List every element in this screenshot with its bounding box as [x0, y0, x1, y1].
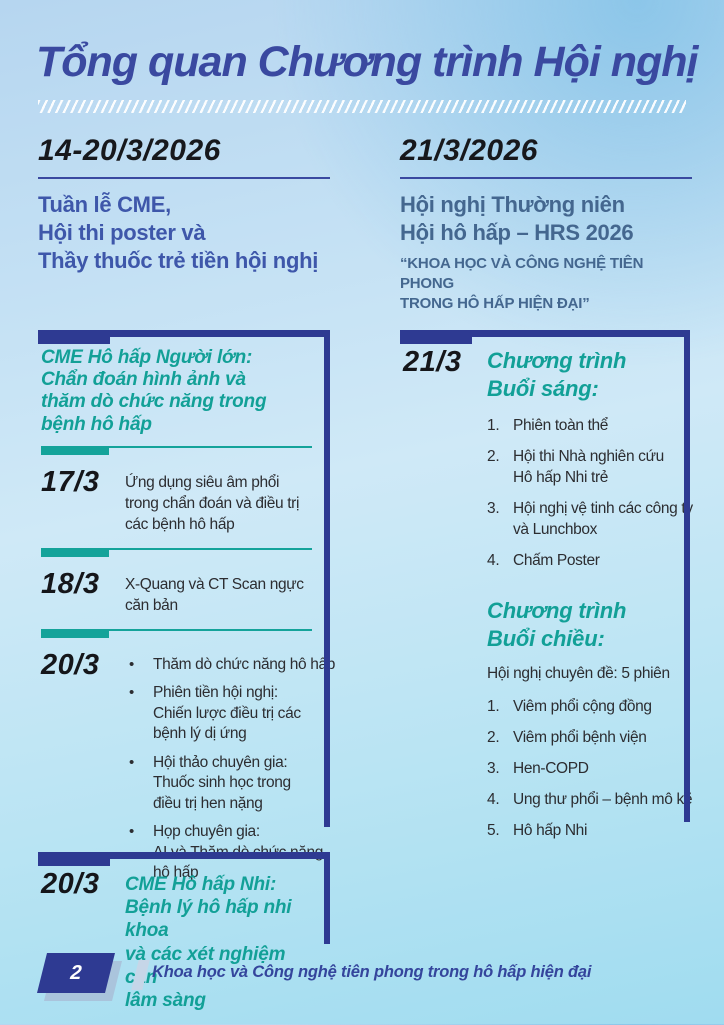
numbered-item: 4. Chấm Poster [487, 550, 693, 571]
page-number: 2 [67, 961, 85, 984]
pre-conference-subtitle: Tuần lễ CME, Hội thi poster và Thầy thuốc … [38, 192, 319, 274]
item-number: 2. [487, 728, 500, 746]
item-number: 3. [487, 499, 500, 517]
schedule-row: 20/3 • Thăm dò chức năng hô hấp • Phiên … [41, 648, 335, 892]
bullet-text: Thăm dò chức năng hô hấp [153, 655, 336, 673]
pre-conference-header: 14-20/3/2026 Tuần lễ CME, Hội thi poster … [38, 134, 330, 275]
schedule-row: 21/3 Chương trình Buổi sáng: 1. Phiên toà… [403, 346, 693, 851]
box-corner-step [38, 337, 110, 344]
row-date: 20/3 [41, 868, 100, 900]
bullet-text: Phiên tiền hội nghị: Chiến lược điều trị … [153, 684, 301, 743]
bullet-dot: • [129, 753, 135, 771]
conference-day-box: 21/3 Chương trình Buổi sáng: 1. Phiên toà… [400, 330, 693, 864]
bullet-item: • Phiên tiền hội nghị: Chiến lược điều tr… [125, 683, 335, 745]
conference-theme-quote: “KHOA HỌC VÀ CÔNG NGHỆ TIÊN PHONG TRONG H… [400, 255, 644, 312]
bullet-dot: • [129, 823, 135, 841]
item-text: Viêm phổi cộng đồng [513, 697, 652, 715]
item-text: Phiên toàn thể [513, 416, 609, 434]
annual-conference-subtitle: Hội nghị Thường niên Hội hô hấp – HRS 202… [400, 192, 634, 246]
numbered-item: 2. Viêm phổi bệnh viện [487, 727, 693, 748]
item-text: Chấm Poster [513, 551, 600, 569]
box-right-border [324, 330, 330, 827]
row-text: Ứng dụng siêu âm phổi trong chẩn đoán và … [125, 473, 300, 533]
box-corner-step [400, 337, 472, 344]
adult-cme-schedule-box: CME Hô hấp Người lớn: Chẩn đoán hình ảnh … [38, 330, 335, 905]
adult-cme-heading: CME Hô hấp Người lớn: Chẩn đoán hình ảnh … [41, 347, 267, 435]
hatch-stripes-decoration [38, 100, 686, 113]
item-text: Hô hấp Nhi [513, 821, 588, 839]
bullet-dot: • [129, 655, 135, 673]
teal-divider [41, 445, 316, 455]
numbered-item: 3. Hen-COPD [487, 758, 693, 779]
pediatric-cme-heading: CME Hô hấp Nhi: Bệnh lý hô hấp nhi khoa và… [125, 874, 292, 1011]
item-text: Ung thư phổi – bệnh mô kẽ [513, 790, 693, 808]
row-date: 18/3 [41, 567, 100, 600]
numbered-item: 2. Hội thi Nhà nghiên cứu Hô hấp Nhi trẻ [487, 446, 693, 488]
teal-divider [41, 547, 316, 557]
item-text: Hội nghị vệ tinh các công ty và Lunchbox [513, 499, 693, 538]
item-number: 1. [487, 697, 500, 715]
row-date: 20/3 [41, 648, 100, 681]
item-number: 3. [487, 759, 500, 777]
row-date: 17/3 [41, 465, 100, 498]
item-number: 5. [487, 821, 500, 839]
page-number-badge: 2 [37, 953, 115, 993]
annual-conference-header: 21/3/2026 Hội nghị Thường niên Hội hô hấp… [400, 134, 692, 314]
box-right-border [324, 852, 330, 944]
item-number: 4. [487, 551, 500, 569]
pediatric-cme-box: 20/3 CME Hô hấp Nhi: Bệnh lý hô hấp nhi k… [38, 852, 330, 1025]
afternoon-program-heading: Chương trình Buổi chiều: [487, 597, 627, 651]
annual-conference-date: 21/3/2026 [400, 134, 692, 179]
numbered-item: 5. Hô hấp Nhi [487, 820, 693, 841]
schedule-row: 20/3 CME Hô hấp Nhi: Bệnh lý hô hấp nhi k… [41, 869, 316, 1012]
box-right-border [684, 330, 690, 822]
numbered-item: 3. Hội nghị vệ tinh các công ty và Lunchb… [487, 498, 693, 540]
item-text: Hội thi Nhà nghiên cứu Hô hấp Nhi trẻ [513, 447, 664, 486]
row-text: X-Quang và CT Scan ngực căn bản [125, 575, 304, 614]
numbered-item: 1. Viêm phổi cộng đồng [487, 696, 693, 717]
bullet-item: • Hội thảo chuyên gia: Thuốc sinh học tro… [125, 753, 335, 815]
bullet-list: • Thăm dò chức năng hô hấp • Phiên tiền … [125, 650, 335, 892]
afternoon-program-intro: Hội nghị chuyên đề: 5 phiên [487, 664, 670, 682]
item-number: 4. [487, 790, 500, 808]
numbered-item: 1. Phiên toàn thể [487, 415, 693, 436]
bullet-text: Hội thảo chuyên gia: Thuốc sinh học trong… [153, 753, 291, 812]
item-number: 1. [487, 416, 500, 434]
afternoon-program-list: 1. Viêm phổi cộng đồng 2. Viêm phổi bệnh… [487, 696, 693, 841]
item-number: 2. [487, 447, 500, 465]
bullet-dot: • [129, 684, 135, 702]
teal-divider [41, 628, 316, 638]
box-corner-step [38, 859, 110, 866]
numbered-item: 4. Ung thư phổi – bệnh mô kẽ [487, 789, 693, 810]
page-title: Tổng quan Chương trình Hội nghị [36, 38, 698, 86]
schedule-row: 17/3 Ứng dụng siêu âm phổi trong chẩn đoá… [41, 467, 316, 535]
pre-conference-date-range: 14-20/3/2026 [38, 134, 330, 179]
day-program: Chương trình Buổi sáng: 1. Phiên toàn thể… [487, 347, 693, 851]
morning-program-list: 1. Phiên toàn thể 2. Hội thi Nhà nghiên … [487, 415, 693, 571]
row-date: 21/3 [403, 346, 462, 378]
footer-tagline: Khoa học và Công nghệ tiên phong trong h… [152, 963, 592, 981]
item-text: Hen-COPD [513, 759, 589, 777]
item-text: Viêm phổi bệnh viện [513, 728, 647, 746]
bullet-item: • Thăm dò chức năng hô hấp [125, 655, 335, 676]
schedule-row: 18/3 X-Quang và CT Scan ngực căn bản [41, 569, 316, 616]
morning-program-heading: Chương trình Buổi sáng: [487, 348, 627, 401]
